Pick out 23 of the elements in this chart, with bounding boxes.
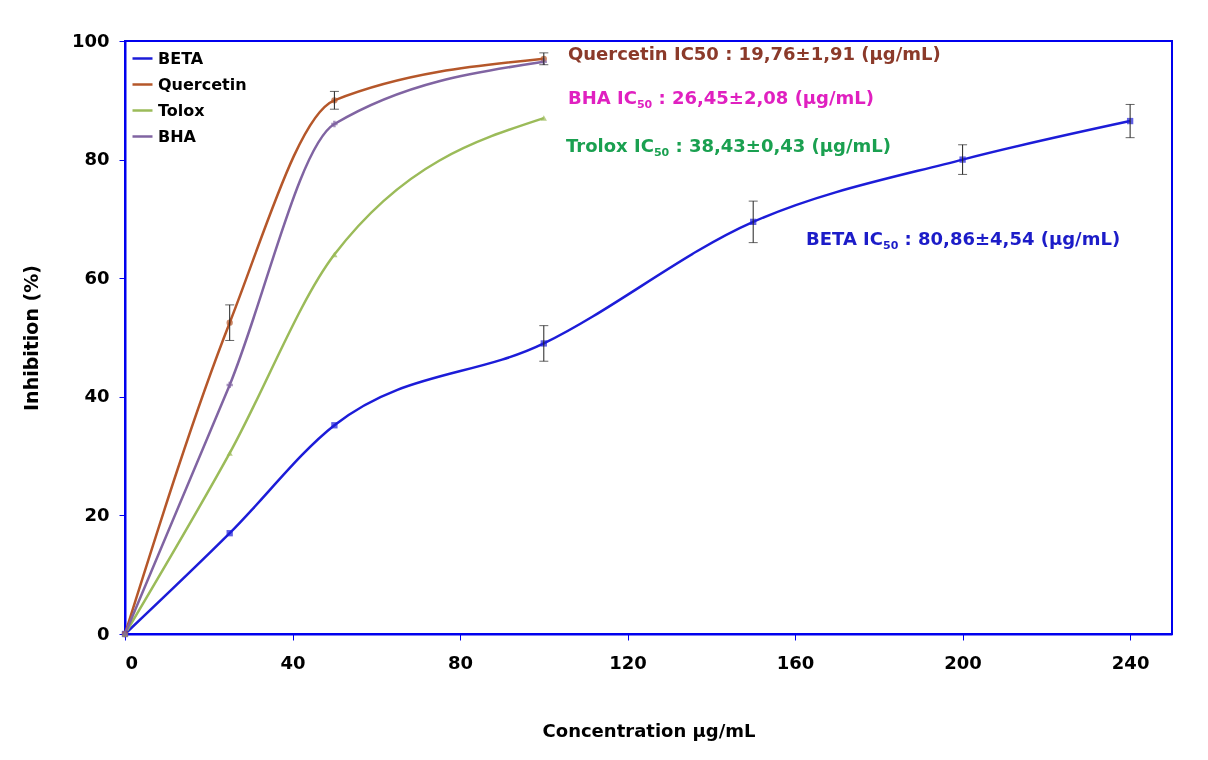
y-tick-label: 80 xyxy=(84,148,110,170)
annotation: BETA IC$_{50}$ : 80,86±4,54 (µg/mL) xyxy=(806,227,1121,253)
annotation: Quercetin IC50 : 19,76±1,91 (µg/mL) xyxy=(568,42,941,64)
y-tick-label: 0 xyxy=(96,622,110,644)
y-tick-label: 20 xyxy=(84,503,110,525)
x-tick-label: 0 xyxy=(125,651,139,673)
x-axis-title: Concentration µg/mL xyxy=(542,719,756,741)
x-tick-label: 200 xyxy=(944,651,982,673)
x-tick-label: 120 xyxy=(609,651,647,673)
annotation: BHA IC$_{50}$ : 26,45±2,08 (µg/mL) xyxy=(568,86,875,112)
y-axis-title: Inhibition (%) xyxy=(19,265,42,411)
annotation: Trolox IC$_{50}$ : 38,43±0,43 (µg/mL) xyxy=(566,134,891,160)
x-tick-label: 80 xyxy=(448,651,474,673)
legend-label: BETA xyxy=(158,48,204,68)
x-tick-label: 40 xyxy=(280,651,306,673)
x-tick-label: 160 xyxy=(776,651,815,673)
legend-label: Quercetin xyxy=(158,74,247,94)
y-tick-label: 100 xyxy=(71,29,110,51)
legend-label: BHA xyxy=(158,126,197,146)
y-tick-label: 60 xyxy=(84,266,110,288)
legend-label: Tolox xyxy=(158,100,206,120)
y-tick-label: 40 xyxy=(84,385,110,407)
x-tick-label: 240 xyxy=(1111,651,1150,673)
